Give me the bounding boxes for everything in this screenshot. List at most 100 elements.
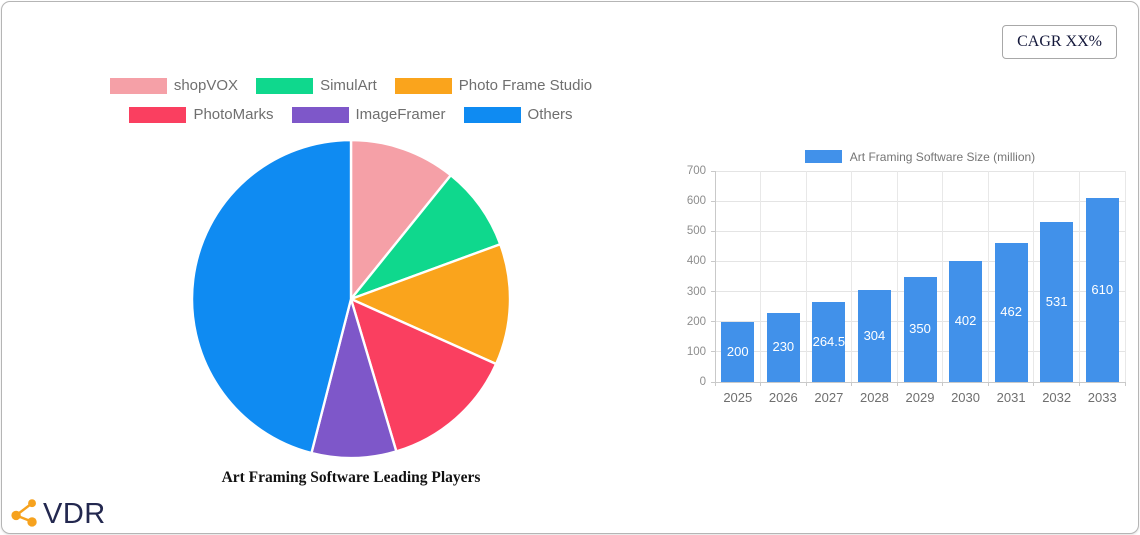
gridline-horizontal xyxy=(715,260,1125,262)
x-axis-label: 2025 xyxy=(723,390,753,405)
cagr-badge: CAGR XX% xyxy=(1002,25,1117,59)
bar-legend-swatch xyxy=(804,150,842,163)
pie-slice xyxy=(349,174,502,301)
bar xyxy=(949,260,983,382)
y-axis-tick xyxy=(711,381,715,383)
x-axis-tick xyxy=(896,382,898,386)
y-axis-tick xyxy=(711,230,715,232)
legend-item: PhotoMarks xyxy=(129,106,274,123)
bar xyxy=(857,290,891,382)
bar-chart-legend: Art Framing Software Size (million) xyxy=(715,149,1125,164)
vdr-logo: VDR xyxy=(10,497,106,530)
x-axis-tick xyxy=(987,382,989,386)
legend-item: Others xyxy=(463,106,573,123)
bar xyxy=(994,242,1028,382)
legend-swatch xyxy=(109,78,167,94)
y-axis-tick xyxy=(711,321,715,323)
gridline-vertical xyxy=(896,171,898,382)
bar xyxy=(903,276,937,382)
x-axis-tick xyxy=(760,382,762,386)
pie-legend-row: shopVOX SimulArt Photo Frame Studio xyxy=(109,77,593,94)
y-axis-tick xyxy=(711,260,715,262)
legend-label: Others xyxy=(527,106,573,123)
gridline-vertical xyxy=(805,171,807,382)
y-axis-tick xyxy=(711,200,715,202)
pie-slice xyxy=(349,297,498,453)
gridline-vertical xyxy=(851,171,853,382)
bar-value-label: 200 xyxy=(726,343,749,359)
pie-chart-title: Art Framing Software Leading Players xyxy=(221,469,481,486)
legend-item: ImageFramer xyxy=(291,106,446,123)
x-axis-label: 2028 xyxy=(859,390,889,405)
legend-item: Photo Frame Studio xyxy=(394,77,593,94)
bar xyxy=(1040,221,1074,382)
y-axis-label: 100 xyxy=(686,345,706,358)
bar-value-label: 230 xyxy=(772,339,795,355)
pie-legend: shopVOX SimulArt Photo Frame Studio PhotoMa… xyxy=(41,78,661,123)
legend-swatch xyxy=(256,78,314,94)
x-axis-label: 2027 xyxy=(814,390,844,405)
bar-value-label: 531 xyxy=(1045,293,1068,309)
bar-legend-label: Art Framing Software Size (million) xyxy=(849,149,1036,164)
y-axis-label: 0 xyxy=(699,376,706,388)
y-axis-label: 500 xyxy=(686,225,706,238)
x-axis-label: 2032 xyxy=(1042,390,1072,405)
bar-value-label: 264.5 xyxy=(812,334,846,350)
bar xyxy=(766,312,800,382)
legend-label: ImageFramer xyxy=(355,106,446,123)
bar-chart-plot: 0 100 200 300 400 500 600 700 200 2025 230 2026 264.… xyxy=(687,165,1126,405)
share-network-icon xyxy=(11,499,37,527)
x-axis-label: 2026 xyxy=(768,390,798,405)
legend-swatch xyxy=(291,107,349,123)
bar-value-label: 350 xyxy=(909,321,931,337)
gridline-vertical xyxy=(760,171,762,382)
y-axis-line xyxy=(714,171,716,382)
y-axis-label: 700 xyxy=(686,165,706,177)
legend-label: SimulArt xyxy=(320,77,377,94)
y-axis-tick xyxy=(711,351,715,353)
legend-item: SimulArt xyxy=(256,78,377,94)
gridline-vertical xyxy=(987,171,989,382)
x-axis-label: 2029 xyxy=(905,390,935,405)
gridline-vertical xyxy=(1033,171,1035,382)
y-axis-label: 200 xyxy=(686,315,706,328)
legend-swatch xyxy=(463,107,521,123)
gridline-horizontal xyxy=(715,381,1125,383)
y-axis-tick xyxy=(711,291,715,293)
pie-chart xyxy=(190,138,512,460)
x-axis-label: 2033 xyxy=(1087,390,1117,405)
bar xyxy=(721,321,755,382)
bar-value-label: 402 xyxy=(954,313,977,329)
y-axis-label: 300 xyxy=(686,285,706,298)
legend-label: shopVOX xyxy=(173,77,239,94)
pie-legend-row: PhotoMarks ImageFramer Others xyxy=(129,106,573,123)
gridline-horizontal xyxy=(715,230,1125,232)
bar-value-label: 610 xyxy=(1091,282,1114,298)
legend-label: Photo Frame Studio xyxy=(458,77,593,94)
x-axis-tick xyxy=(1033,382,1035,386)
legend-label: PhotoMarks xyxy=(193,106,274,123)
x-axis-tick xyxy=(714,382,716,386)
bar-value-label: 462 xyxy=(1000,304,1022,320)
legend-swatch xyxy=(394,78,452,94)
gridline-horizontal xyxy=(715,170,1125,172)
pie-slice xyxy=(349,243,512,366)
logo-text: VDR xyxy=(43,497,106,530)
y-axis-tick xyxy=(711,170,715,172)
x-axis-tick xyxy=(1078,382,1080,386)
bar xyxy=(1085,198,1119,382)
y-axis-label: 600 xyxy=(686,195,706,208)
pie-slice xyxy=(310,297,398,460)
gridline-horizontal xyxy=(715,200,1125,202)
bar xyxy=(812,302,846,382)
gridline-vertical xyxy=(1078,171,1080,382)
x-axis-label: 2030 xyxy=(951,390,980,405)
x-axis-tick xyxy=(942,382,944,386)
pie-slice xyxy=(349,138,452,301)
y-axis-label: 400 xyxy=(686,255,706,268)
gridline-vertical xyxy=(942,171,944,382)
bar-value-label: 304 xyxy=(863,328,886,344)
x-axis-tick xyxy=(851,382,853,386)
x-axis-tick xyxy=(1124,382,1126,386)
x-axis-label: 2031 xyxy=(996,390,1026,405)
